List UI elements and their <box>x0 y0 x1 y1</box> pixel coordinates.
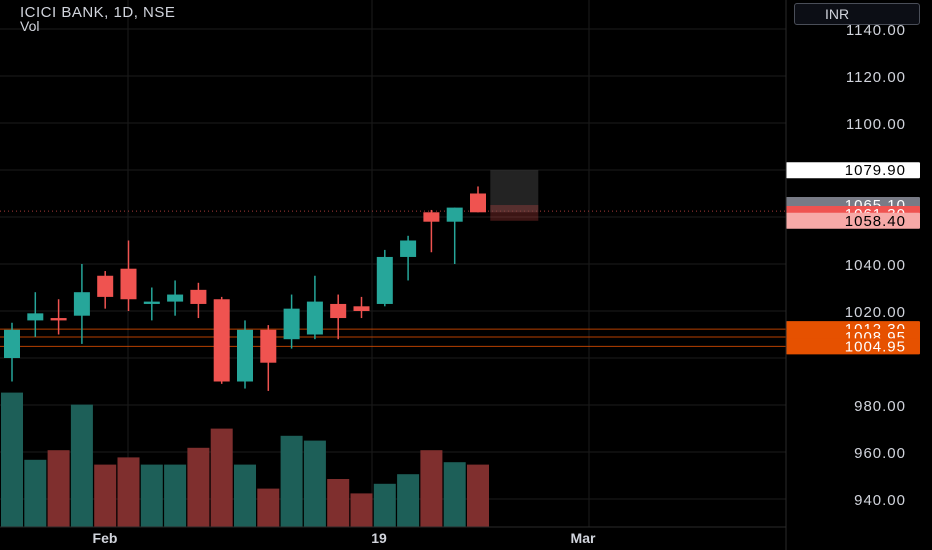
volume-bar <box>140 464 163 527</box>
volume-bar <box>210 428 233 527</box>
candle-body <box>306 301 323 335</box>
projection-box-lower <box>490 205 539 221</box>
volume-bar <box>467 464 489 527</box>
volume-bar <box>94 464 117 527</box>
volume-indicator-label[interactable]: Vol <box>20 18 40 34</box>
candle-body <box>376 256 393 304</box>
volume-bar <box>303 440 326 527</box>
volume-bar <box>70 404 93 527</box>
y-tick-label: 960.00 <box>854 445 906 462</box>
y-tick-label: 1100.00 <box>846 116 906 133</box>
price-label: 1079.90 <box>845 162 906 179</box>
y-tick-label: 1040.00 <box>845 257 906 274</box>
x-tick-label: Feb <box>93 530 118 546</box>
x-tick-label: 19 <box>371 530 387 546</box>
price-label-bg <box>786 212 920 229</box>
candle-body <box>283 308 300 340</box>
candle-body <box>120 268 137 300</box>
candle-body <box>167 294 184 302</box>
volume-bar <box>397 474 420 527</box>
candle-body <box>4 329 20 358</box>
candle-body <box>27 313 44 321</box>
volume-bar <box>234 464 256 527</box>
candle-body <box>213 299 230 382</box>
y-tick-label: 1140.00 <box>846 22 906 39</box>
volume-bar <box>47 450 70 527</box>
price-label: 1004.95 <box>845 338 906 355</box>
volume-bar <box>420 450 443 527</box>
volume-bar <box>1 392 23 527</box>
volume-bar <box>373 483 396 527</box>
price-label: 1058.40 <box>845 213 906 230</box>
symbol-title[interactable]: ICICI BANK, 1D, NSE <box>20 4 176 21</box>
candle-body <box>237 329 253 382</box>
volume-bar <box>24 459 47 527</box>
volume-bar <box>280 435 303 527</box>
volume-bar <box>443 462 466 527</box>
candle-body <box>50 318 67 321</box>
candle-body <box>423 212 440 222</box>
y-tick-label: 1020.00 <box>845 304 906 321</box>
candle-body <box>260 329 277 363</box>
y-tick-label: 980.00 <box>854 398 906 415</box>
candle-body <box>330 303 347 319</box>
volume-bar <box>327 479 350 527</box>
y-tick-label: 1120.00 <box>846 69 906 86</box>
candle-body <box>400 240 417 257</box>
volume-bar <box>187 447 210 527</box>
volume-bar <box>164 464 187 527</box>
candle-body <box>446 207 463 222</box>
price-label-bg <box>786 338 920 355</box>
candle-body <box>190 289 207 304</box>
currency-selector[interactable]: INR <box>794 3 920 25</box>
x-tick-label: Mar <box>571 530 596 546</box>
projection-box <box>490 170 539 213</box>
price-label-bg <box>786 162 920 179</box>
y-tick-label: 940.00 <box>854 492 906 509</box>
volume-bar <box>117 457 140 527</box>
volume-bar <box>350 493 373 527</box>
candle-body <box>73 292 90 316</box>
candle-body <box>353 306 370 311</box>
candle-body <box>143 301 160 304</box>
volume-bar <box>257 488 280 527</box>
candle-body <box>470 193 486 213</box>
candle-body <box>97 275 114 297</box>
